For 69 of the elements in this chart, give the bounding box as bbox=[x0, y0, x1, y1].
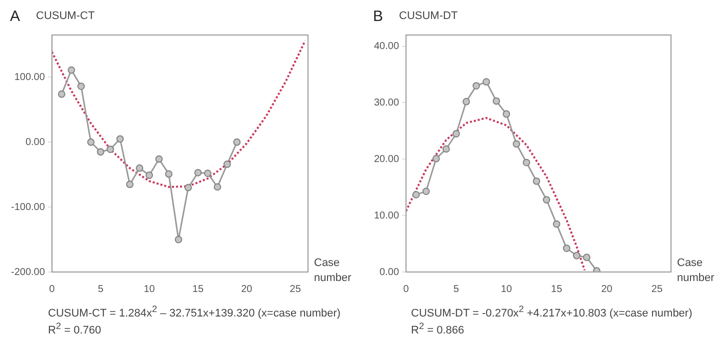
y-tick-label: 20.00 bbox=[374, 154, 400, 165]
x-tick-label: 25 bbox=[651, 284, 663, 295]
point bbox=[542, 196, 550, 204]
point bbox=[58, 90, 66, 98]
chart-title: CUSUM-CT bbox=[36, 10, 95, 22]
point bbox=[204, 170, 212, 178]
text: A bbox=[10, 8, 20, 25]
line-series bbox=[406, 116, 586, 272]
point bbox=[146, 172, 153, 179]
point bbox=[472, 82, 480, 90]
point bbox=[96, 148, 104, 156]
point bbox=[492, 97, 500, 105]
point bbox=[572, 252, 580, 260]
x-tick-label: 15 bbox=[551, 284, 563, 295]
point bbox=[482, 78, 490, 86]
chart-title: CUSUM-DT bbox=[399, 10, 458, 22]
point bbox=[194, 168, 202, 176]
point bbox=[452, 130, 460, 138]
point bbox=[165, 170, 172, 178]
point bbox=[462, 98, 470, 106]
point bbox=[582, 254, 590, 262]
x-tick-label: 5 bbox=[98, 284, 104, 295]
y-tick-label: -100.00 bbox=[10, 202, 46, 213]
text: R$^{2}$ = 0.866 bbox=[411, 321, 464, 337]
x-axis-title: Case number bbox=[677, 256, 716, 286]
x-tick-label: 25 bbox=[290, 284, 302, 295]
point bbox=[174, 236, 182, 244]
point bbox=[68, 66, 76, 74]
text: R$^{2}$ = 0.760 bbox=[48, 321, 102, 337]
point bbox=[136, 164, 144, 172]
point bbox=[412, 190, 420, 198]
x-tick-label: 15 bbox=[192, 284, 204, 295]
y-tick-label: -200.00 bbox=[10, 266, 46, 278]
point bbox=[233, 138, 241, 146]
point bbox=[422, 188, 430, 196]
point bbox=[512, 140, 520, 148]
point bbox=[502, 110, 510, 118]
y-tick-label: 100.00 bbox=[14, 72, 46, 83]
point bbox=[184, 184, 192, 192]
x-tick-label: 20 bbox=[601, 284, 613, 295]
text: B bbox=[373, 8, 384, 25]
x-tick-label: 10 bbox=[500, 284, 512, 295]
y-tick-label: 40.00 bbox=[374, 41, 400, 52]
point bbox=[77, 82, 85, 90]
point bbox=[522, 158, 530, 166]
x-tick-label: 0 bbox=[403, 284, 410, 295]
point bbox=[432, 154, 440, 162]
point bbox=[223, 160, 231, 168]
y-tick-label: 0.00 bbox=[25, 136, 46, 148]
text: CUSUM-DT = -0.270x$^{2}$ +4.217x+10.803 (x=case number) bbox=[411, 304, 692, 320]
y-tick-label: 30.00 bbox=[374, 97, 400, 108]
x-axis-title: Case number bbox=[314, 256, 352, 286]
point bbox=[214, 183, 222, 191]
x-tick-label: 20 bbox=[241, 284, 253, 295]
point bbox=[106, 146, 114, 153]
point bbox=[552, 220, 560, 228]
point bbox=[562, 244, 570, 252]
y-tick-label: 10.00 bbox=[374, 210, 400, 222]
x-tick-label: 0 bbox=[49, 284, 56, 295]
point bbox=[155, 155, 163, 163]
x-tick-label: 10 bbox=[144, 284, 156, 295]
text: CUSUM-CT = 1.284x$^{2}$ – 32.751x+139.320 (x=case number) bbox=[48, 304, 341, 320]
y-tick-label: 0.00 bbox=[380, 266, 400, 278]
point bbox=[126, 180, 134, 188]
point bbox=[532, 177, 540, 185]
x-tick-label: 5 bbox=[453, 284, 460, 295]
point bbox=[442, 145, 450, 153]
point bbox=[116, 135, 124, 143]
point bbox=[87, 138, 95, 146]
